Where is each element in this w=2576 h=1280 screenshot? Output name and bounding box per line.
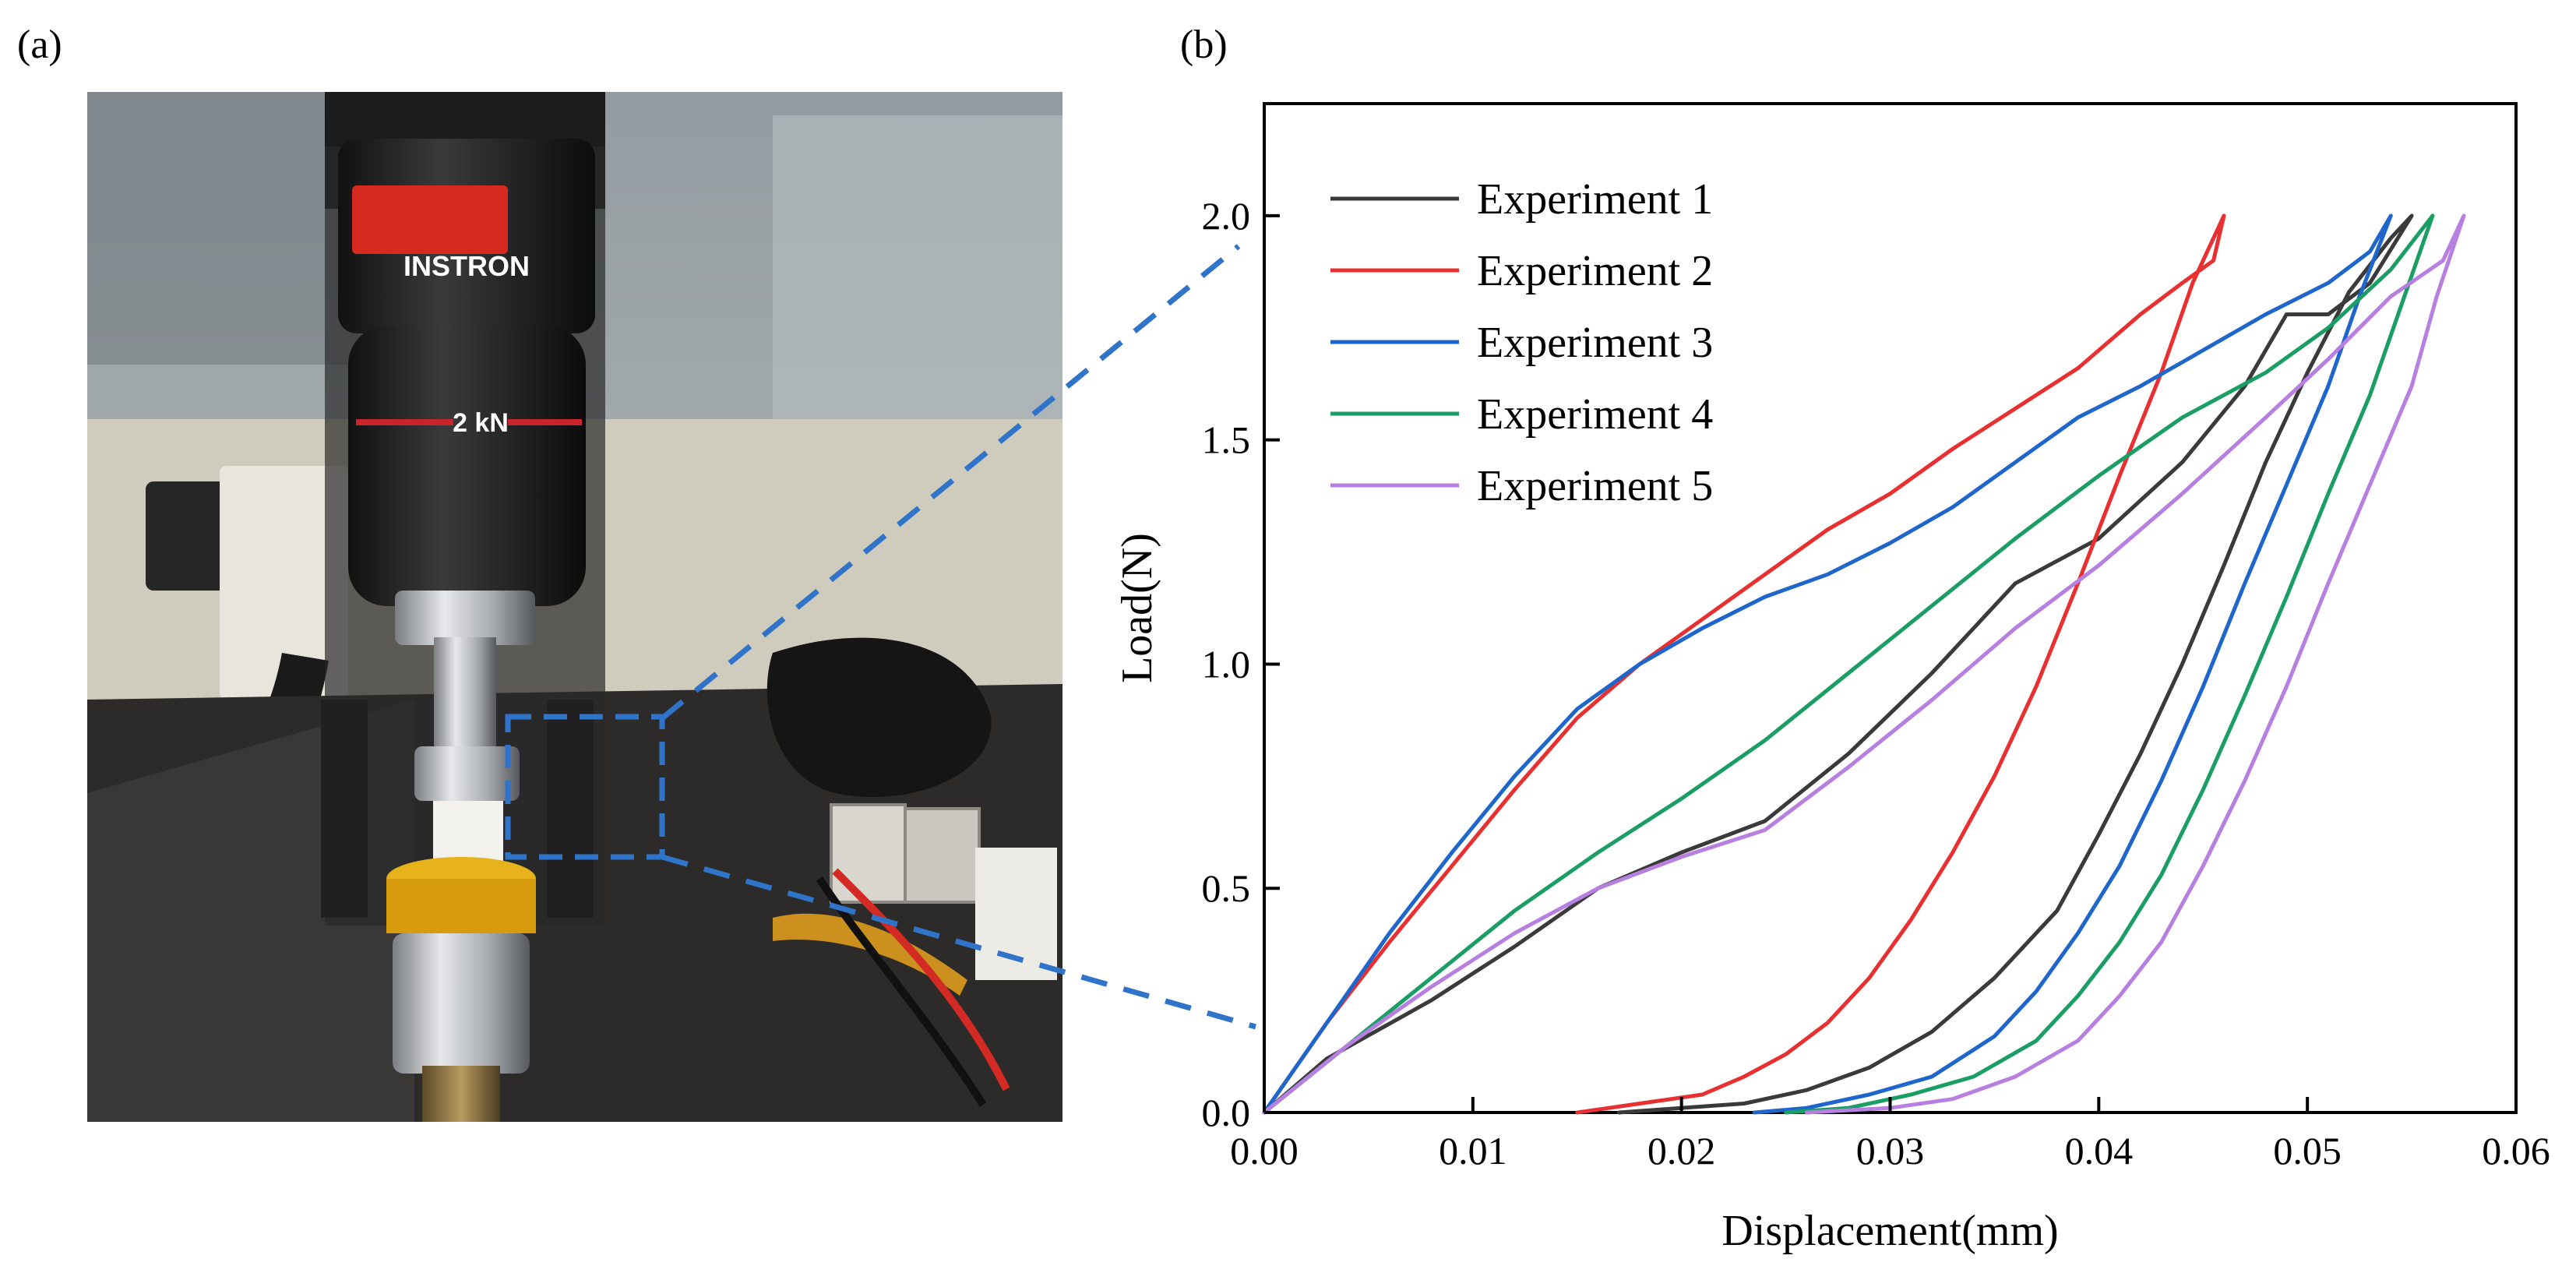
instron-brand-text: INSTRON bbox=[403, 250, 530, 282]
red-wire bbox=[832, 868, 1010, 1091]
aluminium-block-1 bbox=[830, 803, 907, 904]
upper-adapter bbox=[395, 591, 535, 645]
legend: Experiment 1 Experiment 2 Experiment 3 Expe… bbox=[1330, 175, 1713, 510]
panel-label-a: (a) bbox=[17, 23, 62, 67]
series-line-experiment-3 bbox=[1262, 213, 2393, 1115]
x-axis-title: Displacement(mm) bbox=[1721, 1207, 2058, 1255]
x-tick-label: 0.01 bbox=[1439, 1129, 1507, 1172]
legend-label: Experiment 5 bbox=[1477, 462, 1713, 510]
black-case bbox=[766, 637, 992, 798]
y-axis-title: Load(N) bbox=[1113, 533, 1161, 683]
panel-label-b: (b) bbox=[1180, 23, 1228, 67]
zoom-box bbox=[505, 714, 665, 860]
lower-fitting bbox=[422, 1066, 500, 1122]
legend-label: Experiment 2 bbox=[1477, 247, 1713, 295]
instron-test-rig-photo: INSTRON 2 kN bbox=[87, 92, 1062, 1122]
upper-platen bbox=[414, 746, 520, 801]
legend-label: Experiment 3 bbox=[1477, 319, 1713, 367]
callout-line-lower bbox=[661, 854, 1256, 1030]
y-tick-label: 1.0 bbox=[1202, 642, 1251, 686]
x-tick-label: 0.00 bbox=[1230, 1129, 1299, 1172]
x-tick-label: 0.06 bbox=[2482, 1129, 2550, 1172]
right-clamp bbox=[547, 700, 594, 918]
series-line-experiment-4 bbox=[1262, 213, 2435, 1115]
load-cell-capacity-text: 2 kN bbox=[453, 408, 509, 438]
x-tick-label: 0.02 bbox=[1647, 1129, 1716, 1172]
lab-window-left bbox=[87, 92, 368, 365]
lower-cylinder bbox=[393, 933, 530, 1074]
y-tick-label: 2.0 bbox=[1202, 194, 1251, 238]
instron-logo-badge bbox=[352, 185, 508, 254]
lab-window-right bbox=[773, 115, 1062, 443]
legend-label: Experiment 1 bbox=[1477, 175, 1713, 224]
series-line-experiment-2 bbox=[1262, 213, 2226, 1115]
series-line-experiment-5 bbox=[1262, 213, 2466, 1115]
series-line-experiment-1 bbox=[1262, 213, 2414, 1115]
load-cell-2kn bbox=[348, 326, 586, 606]
y-tick-label: 1.5 bbox=[1202, 418, 1251, 462]
left-clamp bbox=[321, 700, 368, 918]
axes-layer: 0.00 0.01 0.02 0.03 0.04 0.05 0.06 0.0 0.5 1.0 1.5… bbox=[1202, 194, 2550, 1172]
callout-line-upper bbox=[660, 244, 1241, 721]
x-tick-label: 0.04 bbox=[2065, 1129, 2134, 1172]
y-tick-label: 0.5 bbox=[1202, 866, 1251, 910]
upper-shaft bbox=[434, 637, 496, 754]
series-layer bbox=[1262, 213, 2466, 1115]
aluminium-block-2 bbox=[904, 807, 981, 904]
wall-socket bbox=[220, 466, 348, 700]
x-tick-label: 0.05 bbox=[2273, 1129, 2342, 1172]
legend-label: Experiment 4 bbox=[1477, 390, 1713, 439]
x-tick-label: 0.03 bbox=[1856, 1129, 1925, 1172]
zoom-callout-lines bbox=[660, 244, 1256, 1030]
specimen-holder bbox=[386, 879, 536, 933]
y-tick-label: 0.0 bbox=[1202, 1091, 1251, 1134]
kapton-tape bbox=[773, 913, 967, 996]
